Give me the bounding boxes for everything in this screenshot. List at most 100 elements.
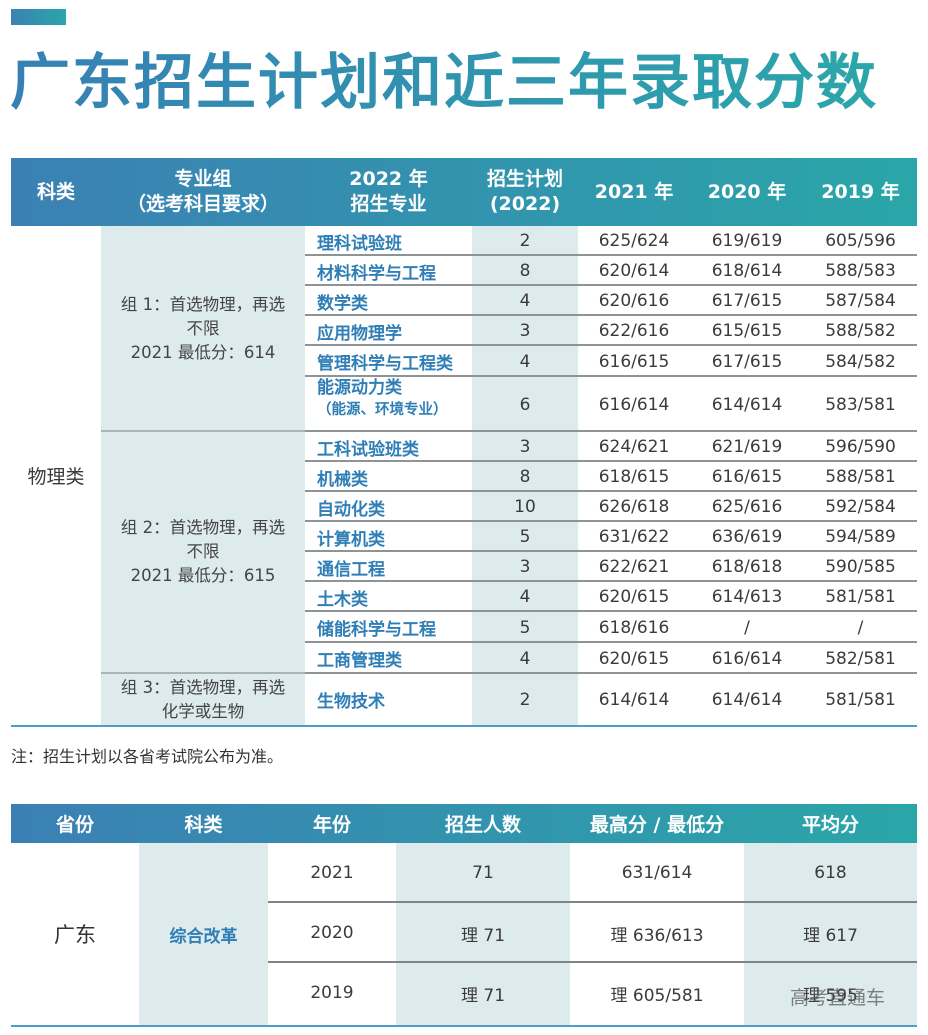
category-cell: 综合改革 — [169, 926, 238, 947]
major-name: 工商管理类 — [317, 651, 402, 671]
score-2019: 581/581 — [825, 587, 896, 607]
score-2020: 636/619 — [711, 527, 783, 547]
header-high-low: 最高分 / 最低分 — [589, 814, 725, 836]
category-column-shade — [139, 843, 268, 1025]
score-2021: 624/621 — [598, 437, 670, 457]
page-title: 广东招生计划和近三年录取分数 — [10, 48, 878, 118]
score-2019: 592/584 — [825, 497, 896, 517]
average-column-shade — [744, 843, 917, 1025]
header-province: 省份 — [55, 814, 94, 836]
table-row: 工科试验班类 3 624/621 621/619 596/590 — [305, 432, 917, 462]
table-row: 生物技术 2 614/614 614/614 581/581 — [305, 674, 917, 725]
table-row: 理科试验班 2 625/624 619/619 605/596 — [305, 226, 917, 256]
row-divider — [305, 550, 917, 552]
header-2020: 2020 年 — [707, 180, 787, 203]
table-row: 能源动力类 （能源、环境专业） 6 616/614 614/614 583/58… — [305, 377, 917, 432]
table-bottom-border — [11, 725, 917, 727]
high-low-cell: 理 605/581 — [610, 985, 704, 1006]
major-name: 储能科学与工程 — [317, 620, 436, 640]
header-average: 平均分 — [801, 814, 859, 836]
enrolled-column-shade — [396, 843, 570, 1025]
score-2020: 616/614 — [711, 648, 783, 669]
score-2019: 583/581 — [825, 394, 896, 415]
header-enrolled: 招生人数 — [444, 814, 521, 836]
group-cell-1: 组 1：首选物理，再选 不限 2021 最低分：614 — [120, 294, 286, 362]
score-2021: 622/616 — [598, 321, 670, 341]
table-row: 应用物理学 3 622/616 615/615 588/582 — [305, 316, 917, 346]
major-name: 自动化类 — [317, 499, 385, 520]
group-divider — [101, 672, 305, 674]
high-low-cell: 理 636/613 — [610, 925, 704, 946]
average-cell: 理 595 — [803, 985, 858, 1006]
average-cell: 618 — [814, 863, 847, 883]
header-major: 2022 年 招生专业 — [349, 168, 428, 215]
enrolled-cell: 理 71 — [460, 925, 506, 946]
score-2021: 618/615 — [598, 467, 670, 487]
score-2019: 582/581 — [825, 648, 896, 669]
table-body: 物理类 组 1：首选物理，再选 不限 2021 最低分：614 组 2：首选物理… — [11, 226, 917, 725]
row-divider — [305, 641, 917, 643]
score-2020: / — [744, 617, 750, 638]
score-2019: 590/585 — [825, 557, 896, 577]
score-2020: 617/615 — [711, 291, 783, 311]
score-2020: 614/614 — [711, 689, 783, 710]
footnote: 注：招生计划以各省考试院公布为准。 — [11, 747, 284, 766]
score-2020: 618/618 — [711, 557, 783, 577]
major-name: 能源动力类 （能源、环境专业） — [305, 377, 472, 432]
row-divider — [268, 961, 917, 963]
major-name: 土木类 — [317, 589, 368, 610]
plan-count: 3 — [519, 321, 531, 341]
header-2021: 2021 年 — [594, 180, 674, 203]
major-name: 生物技术 — [317, 692, 385, 712]
plan-count: 6 — [519, 394, 531, 415]
score-2021: 622/621 — [598, 557, 670, 577]
major-name: 计算机类 — [317, 529, 385, 550]
header-year: 年份 — [312, 814, 351, 836]
table-header: 省份 科类 年份 招生人数 最高分 / 最低分 平均分 — [11, 804, 917, 843]
row-divider — [305, 314, 917, 316]
plan-count: 4 — [519, 648, 531, 669]
score-2019: 605/596 — [825, 231, 896, 251]
row-divider — [305, 580, 917, 582]
row-divider — [305, 520, 917, 522]
table-header: 科类 专业组 （选考科目要求） 2022 年 招生专业 招生计划 (2022) … — [11, 158, 917, 226]
table-row: 数学类 4 620/616 617/615 587/584 — [305, 286, 917, 316]
score-2020: 616/615 — [711, 467, 783, 487]
header-category: 科类 — [36, 180, 75, 203]
plan-count: 3 — [519, 437, 531, 457]
row-divider — [305, 672, 917, 674]
major-name: 数学类 — [317, 293, 368, 314]
table-body: 广东 综合改革 2021 71 631/614 618 2020 理 71 理 … — [11, 843, 917, 1025]
group-column-shade — [101, 226, 305, 725]
table-row: 土木类 4 620/615 614/613 581/581 — [305, 582, 917, 612]
plan-count: 5 — [519, 527, 531, 547]
plan-count: 8 — [519, 261, 531, 281]
row-divider — [305, 344, 917, 346]
row-divider — [305, 610, 917, 612]
score-2021: 620/616 — [598, 291, 670, 311]
score-2019: 588/583 — [825, 261, 896, 281]
table-row: 管理科学与工程类 4 616/615 617/615 584/582 — [305, 346, 917, 377]
major-name: 通信工程 — [317, 559, 385, 580]
plan-count: 4 — [519, 291, 531, 311]
watermark: 高考直通车 — [790, 987, 886, 1009]
score-2019: 594/589 — [825, 527, 896, 547]
year-cell: 2020 — [310, 923, 354, 943]
plan-count: 2 — [519, 689, 531, 710]
header-group: 专业组 （选考科目要求） — [126, 168, 279, 215]
plan-count: 2 — [519, 231, 531, 251]
plan-count: 10 — [514, 497, 536, 517]
plan-count: 8 — [519, 467, 531, 487]
score-2020: 615/615 — [711, 321, 783, 341]
table-row: 2019 理 71 理 605/581 理 595 — [268, 963, 917, 1023]
score-2021: 625/624 — [598, 231, 670, 251]
major-name: 材料科学与工程 — [317, 263, 436, 284]
score-2019: 596/590 — [825, 437, 896, 457]
score-2019: 588/582 — [825, 321, 896, 341]
enrolled-cell: 理 71 — [460, 985, 506, 1006]
major-name: 工科试验班类 — [317, 439, 419, 460]
category-cell: 物理类 — [27, 466, 85, 488]
row-divider — [305, 430, 917, 432]
score-2019: 581/581 — [825, 689, 896, 710]
table-row: 2021 71 631/614 618 — [268, 843, 917, 903]
